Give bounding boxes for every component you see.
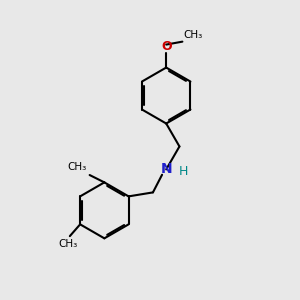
Text: H: H: [178, 165, 188, 178]
Text: CH₃: CH₃: [59, 239, 78, 249]
Text: CH₃: CH₃: [184, 30, 203, 40]
Text: O: O: [161, 40, 172, 53]
Text: CH₃: CH₃: [68, 162, 87, 172]
Text: N: N: [160, 162, 172, 176]
